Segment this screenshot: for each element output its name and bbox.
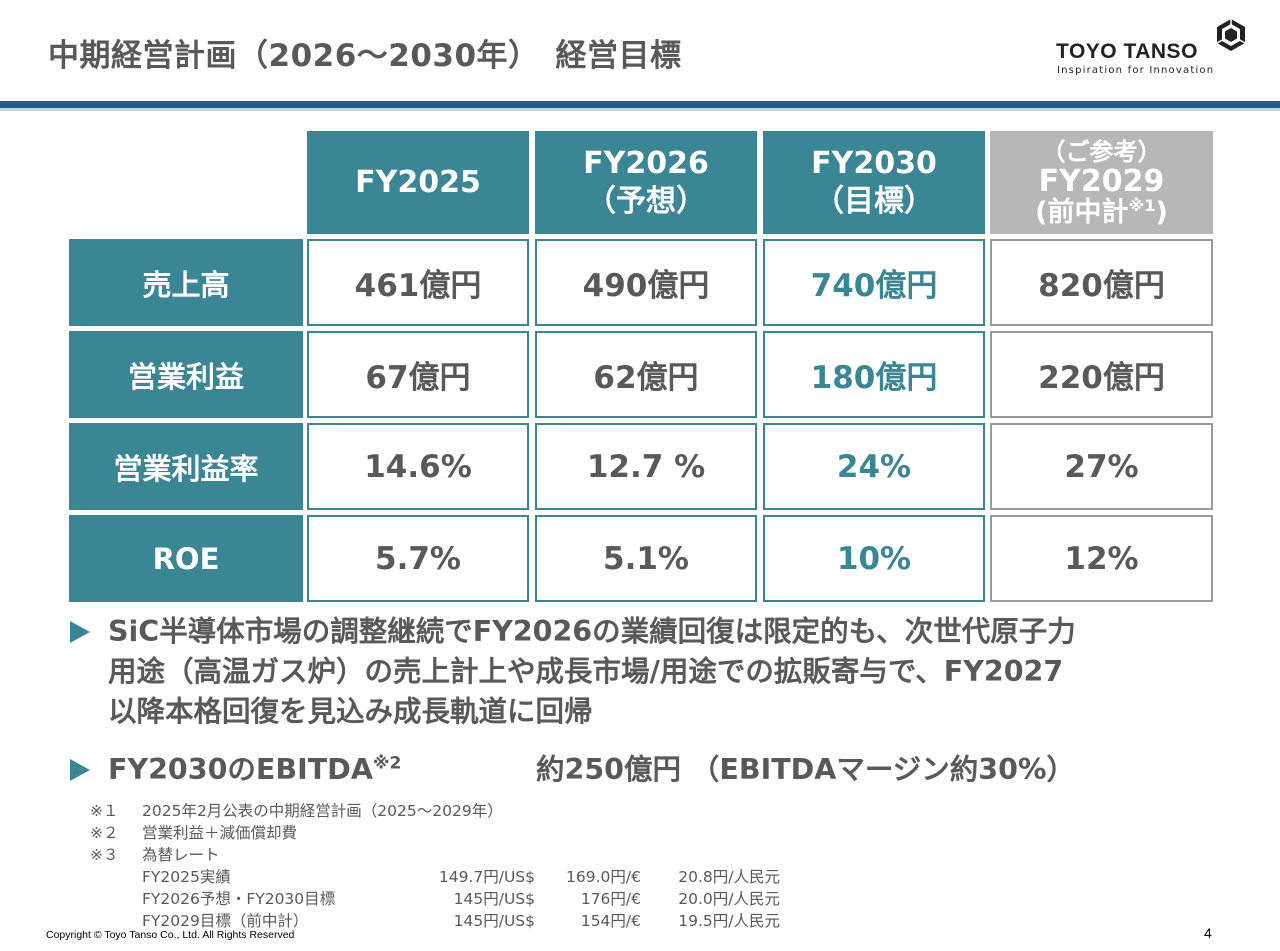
rate-label: FY2025実績 [142,868,231,886]
footnote-text: 為替レート [142,846,220,864]
table-cell: 220億円 [990,331,1213,418]
rate-usd: 149.7円/US$ [438,868,535,886]
col-header-sub: （予想） [586,183,706,219]
bullet-line: 以降本格回復を見込み成長軌道に回帰 [108,695,593,728]
rate-cny: 19.5円/人民元 [678,912,780,930]
col-header-fy2026: FY2026 （予想） [535,131,757,234]
col-header-sub: （目標） [814,183,934,219]
row-header-operating-profit: 営業利益 [69,331,303,418]
col-header-label: FY2026 [583,145,709,181]
header-rule-shadow [0,108,1280,111]
note-ref-1: ※1 [1128,195,1156,215]
header-rule [0,101,1280,108]
col-header-pre: （ご参考） [1041,137,1162,166]
col-header-label: FY2029 [1038,163,1165,199]
table-cell: 490億円 [535,239,757,326]
table-cell: 180億円 [763,331,985,418]
company-logo: TOYO TANSO Inspiration for Innovation [1054,18,1250,80]
bullet-triangle-icon [70,621,90,643]
logo-name: TOYO TANSO [1056,40,1198,63]
col-header-sub: (前中計※1) [1035,195,1168,228]
footnote-text: 営業利益＋減価償却費 [142,824,298,842]
table-cell: 5.7% [307,515,529,602]
bullet-line: 用途（高温ガス炉）の売上計上や成長市場/用途での拡販寄与で、FY2027 [108,655,1064,688]
row-header-operating-margin: 営業利益率 [69,423,303,510]
rate-cny: 20.8円/人民元 [678,868,780,886]
rate-usd: 145円/US$ [453,890,535,908]
footnote-mark: ※３ [90,846,119,864]
table-cell: 27% [990,423,1213,510]
logo-mark-icon [1216,19,1246,51]
rate-usd: 145円/US$ [453,912,535,930]
footnote-mark: ※１ [90,802,119,820]
footnote-text: 2025年2月公表の中期経営計画（2025～2029年） [142,802,503,820]
rate-eur: 176円/€ [580,890,641,908]
rate-eur: 154円/€ [580,912,641,930]
ebitda-label: FY2030のEBITDA※2 [108,753,402,786]
table-cell: 67億円 [307,331,529,418]
col-header-fy2025: FY2025 [307,131,529,234]
page-number: 4 [1204,925,1212,941]
bullet-triangle-icon [70,759,90,781]
table-cell: 461億円 [307,239,529,326]
table-cell: 14.6% [307,423,529,510]
rate-label: FY2026予想・FY2030目標 [142,890,336,908]
table-cell: 12.7 % [535,423,757,510]
rate-label: FY2029目標（前中計） [142,912,309,930]
col-header-label: FY2030 [811,145,937,181]
table-cell: 10% [763,515,985,602]
table-cell: 5.1% [535,515,757,602]
copyright: Copyright © Toyo Tanso Co., Ltd. All Rig… [46,929,295,941]
logo-tagline: Inspiration for Innovation [1057,65,1215,76]
col-header-label: FY2025 [355,164,481,200]
ebitda-value: 約250億円 （EBITDAマージン約30%） [536,753,1076,786]
bullet-line: SiC半導体市場の調整継続でFY2026の業績回復は限定的も、次世代原子力 [108,615,1076,648]
col-header-fy2030: FY2030 （目標） [763,131,985,234]
table-cell: 24% [763,423,985,510]
row-header-roe: ROE [69,515,303,602]
bullet-ebitda: FY2030のEBITDA※2 約250億円 （EBITDAマージン約30%） [70,750,1250,792]
bullet-outlook: SiC半導体市場の調整継続でFY2026の業績回復は限定的も、次世代原子力 用途… [70,612,1250,737]
col-header-fy2029-reference: （ご参考） FY2029 (前中計※1) [990,131,1213,234]
table-cell: 12% [990,515,1213,602]
rate-cny: 20.0円/人民元 [678,890,780,908]
table-cell: 62億円 [535,331,757,418]
table-cell: 820億円 [990,239,1213,326]
note-ref-2: ※2 [372,753,402,774]
footnote-mark: ※２ [90,824,119,842]
rate-eur: 169.0円/€ [566,868,641,886]
page-title: 中期経営計画（2026～2030年） 経営目標 [48,38,682,74]
table-cell: 740億円 [763,239,985,326]
row-header-sales: 売上高 [69,239,303,326]
